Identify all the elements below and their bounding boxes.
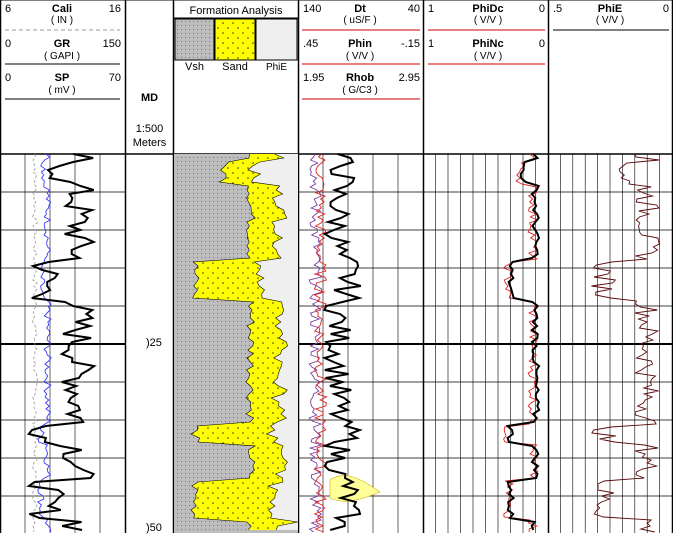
dt-curve [321,153,363,531]
dt-max: 40 [407,3,420,15]
phin-min: .45 [303,38,319,50]
cali-name: Cali [51,3,73,15]
depth-label-2: )50 [146,522,162,534]
sand-fill [190,154,298,530]
gr-curve [26,153,97,531]
phinc-name: PhiNc [472,38,504,50]
phinc-max: 0 [538,38,545,50]
legend-sand-swatch [214,18,256,61]
md-title: MD [140,92,159,104]
cali-min: 6 [5,3,12,15]
sp-min: 0 [5,72,12,84]
phidc-name: PhiDc [472,3,504,15]
sp-name: SP [54,72,70,84]
formation-title: Formation Analysis [189,5,283,17]
dt-min: 140 [303,3,322,15]
phin-max: -.15 [401,38,420,50]
phidc-curve [505,153,541,531]
phie-min: .5 [553,3,563,15]
cali-max: 16 [108,3,121,15]
phie-curve [591,154,660,533]
sp-curve [36,153,52,533]
phinc-unit: ( V/V ) [473,51,503,62]
rhob-unit: ( G/C3 ) [342,85,378,96]
phinc-min: 1 [428,38,435,50]
phidc-max: 0 [538,3,545,15]
legend-phie-label: PhiE [265,62,288,73]
rhob-min: 1.95 [303,72,325,84]
sp-unit: ( mV ) [48,85,76,96]
legend-vsh-label: Vsh [185,61,204,73]
rhob-max: 2.95 [398,72,420,84]
md-scale: 1:500 [135,123,164,135]
legend-vsh-swatch [174,18,215,61]
cali-unit: ( IN ) [50,15,74,26]
legend-phie-swatch [255,18,298,61]
log-curves [26,153,660,533]
phin-unit: ( V/V ) [345,51,375,62]
sand-boundary [190,153,257,531]
gr-unit: ( GAPI ) [43,51,81,62]
depth-label-1: )25 [146,337,162,349]
rhob-curve [313,153,328,533]
phidc-unit: ( V/V ) [473,15,503,26]
dt-unit: ( uS/F ) [343,15,377,26]
phie-fill [248,154,298,530]
phie-name: PhiE [597,3,623,15]
phidc-min: 1 [428,3,435,15]
formation-fills [174,154,298,533]
md-units: Meters [132,137,167,149]
sp-max: 70 [108,72,121,84]
gr-max: 150 [102,38,121,50]
phie-max: 0 [662,3,669,15]
phie-boundary [247,153,299,531]
phin-name: Phin [348,38,372,50]
legend-sand-label: Sand [222,61,248,73]
gr-name: GR [53,38,71,50]
rhob-name: Rhob [345,72,375,84]
cali-curve [31,153,39,533]
gr-min: 0 [5,38,12,50]
dt-name: Dt [354,3,366,15]
phie-unit: ( V/V ) [595,15,625,26]
